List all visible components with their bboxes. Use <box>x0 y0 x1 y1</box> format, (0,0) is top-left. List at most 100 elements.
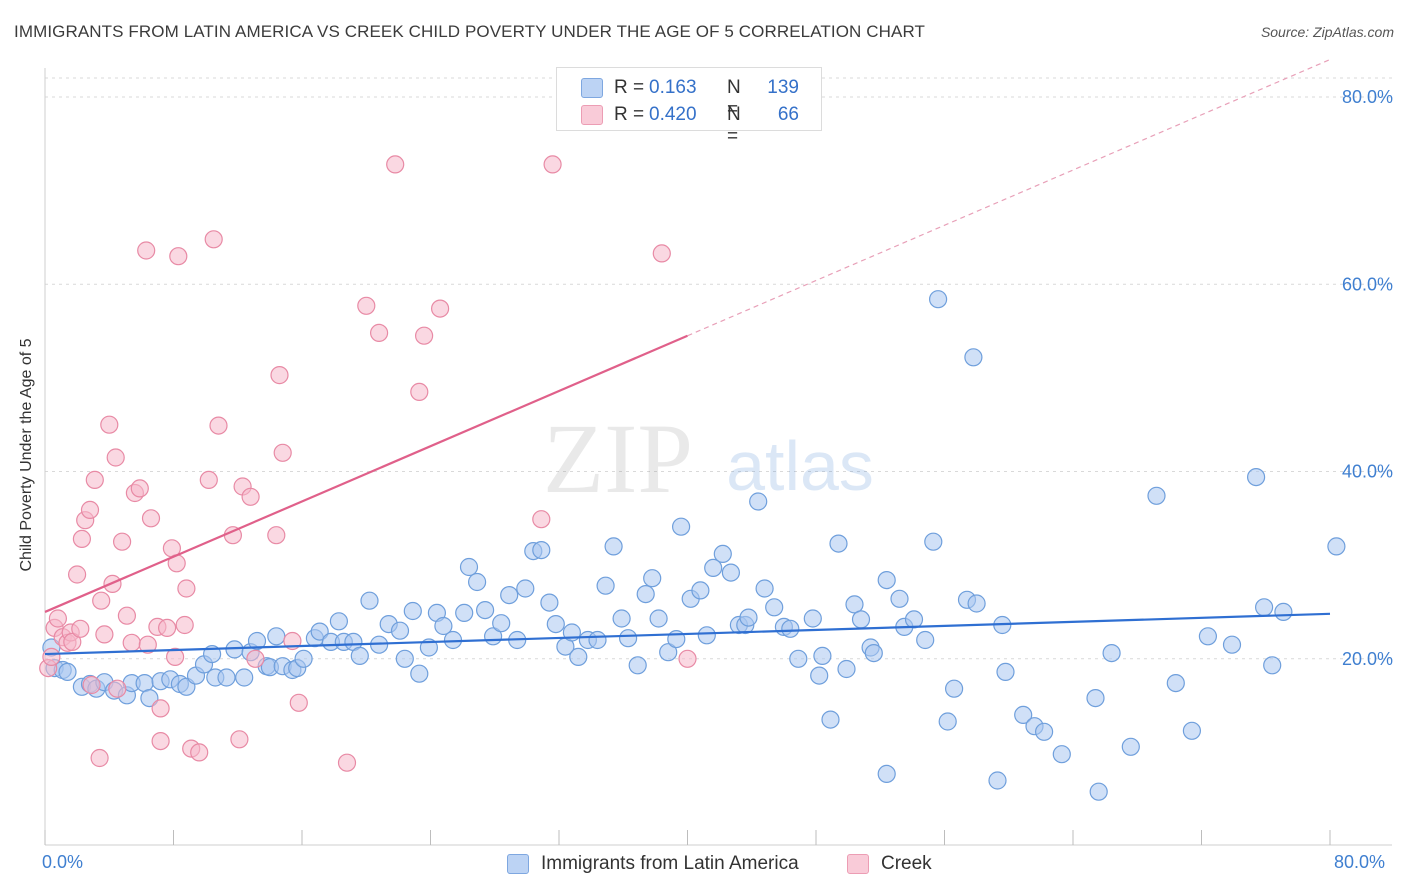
point-creek <box>246 649 265 668</box>
point-creek <box>138 635 157 654</box>
watermark: ZIP atlas <box>543 403 874 514</box>
correlation-legend: R = 0.163 N = 139 R = 0.420 N = 66 <box>556 67 822 147</box>
legend-label: Creek <box>881 853 932 874</box>
point-latin-america <box>671 517 691 536</box>
point-latin-america <box>1198 627 1218 646</box>
watermark-atlas: atlas <box>726 427 874 505</box>
point-latin-america <box>569 647 588 667</box>
point-latin-america <box>1102 643 1121 663</box>
point-creek <box>190 743 209 762</box>
point-creek <box>112 532 132 551</box>
point-latin-america <box>217 668 236 687</box>
point-latin-america <box>928 290 948 309</box>
point-latin-america <box>628 656 647 675</box>
point-creek <box>141 509 161 528</box>
legend-label: Immigrants from Latin America <box>541 853 799 874</box>
point-creek <box>92 591 111 610</box>
point-creek <box>151 699 170 718</box>
point-latin-america <box>781 619 800 638</box>
point-creek <box>415 326 434 345</box>
point-latin-america <box>1166 673 1185 693</box>
point-latin-america <box>713 544 732 564</box>
n-value: 139 <box>767 77 799 98</box>
r-label: R = <box>614 104 645 125</box>
point-latin-america <box>532 540 551 560</box>
point-latin-america <box>890 589 909 608</box>
point-latin-america <box>1089 782 1108 801</box>
point-latin-america <box>643 569 662 588</box>
point-creek <box>80 500 100 519</box>
point-latin-america <box>500 585 519 605</box>
point-creek <box>241 487 260 506</box>
point-latin-america <box>967 594 986 613</box>
x-axis-max-label: 80.0% <box>1334 852 1386 872</box>
point-latin-america <box>765 598 784 617</box>
point-creek <box>151 731 170 751</box>
y-tick-label: 20.0% <box>1342 649 1393 669</box>
n-label: N = <box>727 77 741 120</box>
point-latin-america <box>1246 468 1266 487</box>
point-latin-america <box>235 668 254 687</box>
point-creek <box>289 693 308 712</box>
r-value: 0.420 <box>649 104 697 125</box>
point-creek <box>106 448 125 467</box>
point-latin-america <box>996 662 1015 682</box>
point-latin-america <box>1254 598 1274 617</box>
point-creek <box>42 647 61 667</box>
point-latin-america <box>468 572 487 592</box>
point-creek <box>410 382 429 401</box>
point-latin-america <box>659 643 678 662</box>
point-creek <box>90 748 109 768</box>
r-value: 0.163 <box>649 77 697 98</box>
point-latin-america <box>247 631 267 651</box>
point-latin-america <box>789 649 808 668</box>
point-latin-america <box>964 348 983 367</box>
point-creek <box>337 753 357 772</box>
legend-swatch-blue <box>581 78 603 98</box>
point-creek <box>370 323 389 342</box>
point-latin-america <box>604 537 623 556</box>
data-points <box>39 155 1346 801</box>
point-latin-america <box>845 595 864 614</box>
trend-line-latin-america <box>44 612 1331 656</box>
point-creek <box>71 619 90 638</box>
point-latin-america <box>390 621 410 640</box>
trend-line-creek <box>44 334 688 613</box>
point-latin-america <box>864 643 883 663</box>
point-latin-america <box>810 666 829 685</box>
legend-swatch-blue <box>507 854 529 874</box>
x-axis-min-label: 0.0% <box>42 852 84 872</box>
point-latin-america <box>829 534 848 553</box>
point-creek <box>108 679 127 698</box>
point-creek <box>209 416 228 435</box>
point-latin-america <box>540 593 559 612</box>
point-creek <box>158 618 177 638</box>
point-creek <box>230 730 249 749</box>
point-creek <box>175 615 194 635</box>
point-latin-america <box>1086 688 1105 708</box>
point-latin-america <box>294 649 313 668</box>
point-creek <box>166 647 185 667</box>
point-latin-america <box>360 591 379 610</box>
axes <box>44 68 1392 846</box>
point-latin-america <box>988 771 1007 790</box>
point-creek <box>431 299 450 318</box>
point-latin-america <box>636 584 655 604</box>
chart-title: IMMIGRANTS FROM LATIN AMERICA VS CREEK C… <box>14 22 925 41</box>
trend-lines <box>44 58 1331 656</box>
point-latin-america <box>1121 737 1140 756</box>
point-latin-america <box>329 612 348 631</box>
point-creek <box>130 479 149 498</box>
point-creek <box>204 230 223 249</box>
point-creek <box>137 241 156 260</box>
legend-swatch-pink <box>581 105 603 125</box>
point-latin-america <box>1327 537 1346 556</box>
y-tick-labels: 20.0% 40.0% 60.0% 80.0% <box>1342 87 1393 669</box>
point-latin-america <box>749 492 768 511</box>
point-latin-america <box>492 614 511 633</box>
point-latin-america <box>944 679 964 698</box>
point-latin-america <box>596 576 615 595</box>
point-latin-america <box>691 581 710 600</box>
point-creek <box>117 606 137 625</box>
